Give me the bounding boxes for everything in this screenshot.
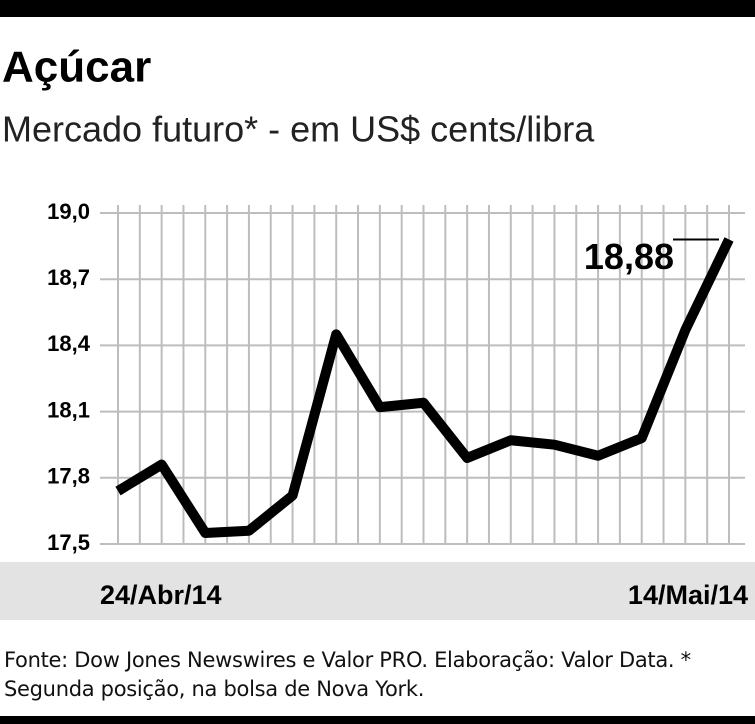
source-note: Fonte: Dow Jones Newswires e Valor PRO. … — [4, 648, 691, 701]
y-tick-label: 18,7 — [47, 265, 90, 290]
y-tick-label: 18,4 — [47, 331, 91, 356]
x-tick-label: 14/Mai/14 — [628, 580, 748, 610]
chart-subtitle: Mercado futuro* - em US$ cents/libra — [2, 109, 595, 150]
y-tick-label: 17,5 — [47, 530, 90, 555]
x-band — [0, 562, 755, 620]
x-tick-label: 24/Abr/14 — [100, 580, 222, 610]
line-series — [115, 237, 734, 538]
chart-title: Açúcar — [2, 43, 151, 92]
top-bar — [0, 0, 755, 17]
y-tick-label: 18,1 — [47, 397, 90, 422]
bottom-bar — [0, 716, 755, 724]
y-tick-label: 17,8 — [47, 464, 90, 489]
value-label: 18,88 — [584, 236, 674, 277]
y-tick-label: 19,0 — [47, 199, 90, 224]
